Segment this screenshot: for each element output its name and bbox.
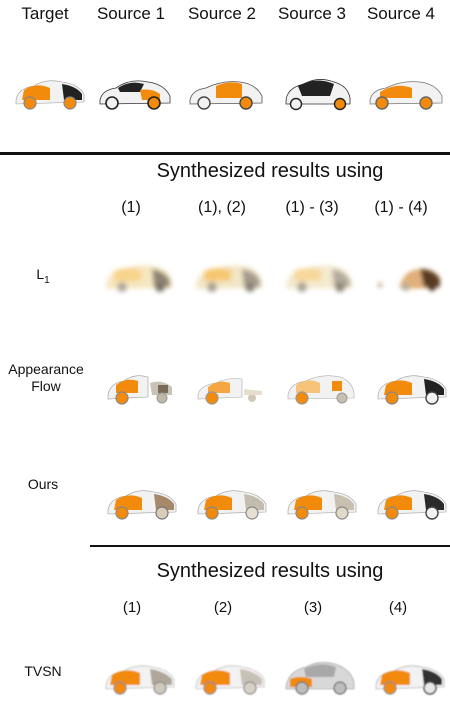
car-icon [197, 490, 267, 520]
ours-result-2 [192, 480, 270, 524]
car-icon [377, 268, 440, 291]
header-label-target: Target [21, 4, 69, 23]
appearance-flow-result-4 [372, 365, 450, 409]
section-1-col-2: (1), (2) [198, 199, 246, 216]
row-label-tvsn: TVSN [24, 663, 62, 679]
row-label-appearance-flow-line-1: Appearance [8, 361, 84, 377]
car-icon [375, 665, 445, 695]
car-icon [285, 79, 351, 111]
section-1-col-4: (1) - (4) [374, 199, 428, 216]
car-icon [189, 81, 263, 110]
l1-result-1 [100, 255, 178, 299]
header-label-source-4: Source 4 [366, 4, 436, 23]
section-2-col-1: (1) [122, 599, 142, 616]
tvsn-result-3 [280, 655, 358, 699]
section-2-col-2: (2) [213, 599, 233, 616]
header-label-source-3: Source 3 [277, 4, 347, 23]
ours-result-4 [372, 480, 450, 524]
section-2-col-3: (3) [303, 599, 323, 616]
car-icon [196, 265, 262, 292]
row-label-ours: Ours [27, 476, 59, 492]
car-icon [99, 80, 171, 110]
section-2-col-4: (4) [388, 599, 408, 616]
row-label-appearance-flow: Appearance Flow [0, 361, 92, 395]
l1-result-3 [280, 255, 358, 299]
source-1-car-image [96, 70, 174, 114]
tvsn-result-4 [370, 655, 448, 699]
car-icon [107, 490, 177, 520]
section-2-title: Synthesized results using [156, 560, 384, 582]
section-divider-bottom [90, 545, 450, 547]
tvsn-result-1 [100, 655, 178, 699]
car-icon [107, 375, 172, 405]
header-label-source-2: Source 2 [187, 4, 257, 23]
target-car-image [10, 70, 88, 114]
car-icon [197, 378, 262, 405]
section-divider-top [0, 152, 450, 155]
car-icon [287, 375, 355, 405]
section-1-col-3: (1) - (3) [285, 199, 339, 216]
car-icon [377, 375, 447, 405]
row-label-l1-text: L [36, 266, 45, 282]
car-icon [105, 665, 175, 695]
source-2-car-image [186, 70, 264, 114]
source-3-car-image [278, 70, 356, 114]
car-icon [15, 80, 85, 110]
source-4-car-image [366, 70, 444, 114]
car-icon [287, 490, 357, 520]
car-icon [195, 665, 265, 695]
car-icon [285, 662, 355, 695]
l1-result-2 [190, 255, 268, 299]
header-label-source-1: Source 1 [96, 4, 166, 23]
row-label-appearance-flow-line-2: Flow [31, 378, 61, 394]
ours-result-3 [282, 480, 360, 524]
car-icon [286, 265, 352, 292]
tvsn-result-2 [190, 655, 268, 699]
ours-result-1 [102, 480, 180, 524]
appearance-flow-result-1 [102, 365, 180, 409]
car-icon [106, 265, 172, 292]
appearance-flow-result-3 [282, 365, 360, 409]
car-icon [369, 81, 443, 110]
row-label-l1-subscript: 1 [44, 274, 50, 286]
row-label-l1: L1 [0, 266, 86, 289]
section-1-title: Synthesized results using [156, 160, 384, 182]
car-icon [377, 490, 447, 520]
l1-result-4 [370, 255, 448, 299]
appearance-flow-result-2 [192, 365, 270, 409]
section-1-col-1: (1) [121, 199, 141, 216]
